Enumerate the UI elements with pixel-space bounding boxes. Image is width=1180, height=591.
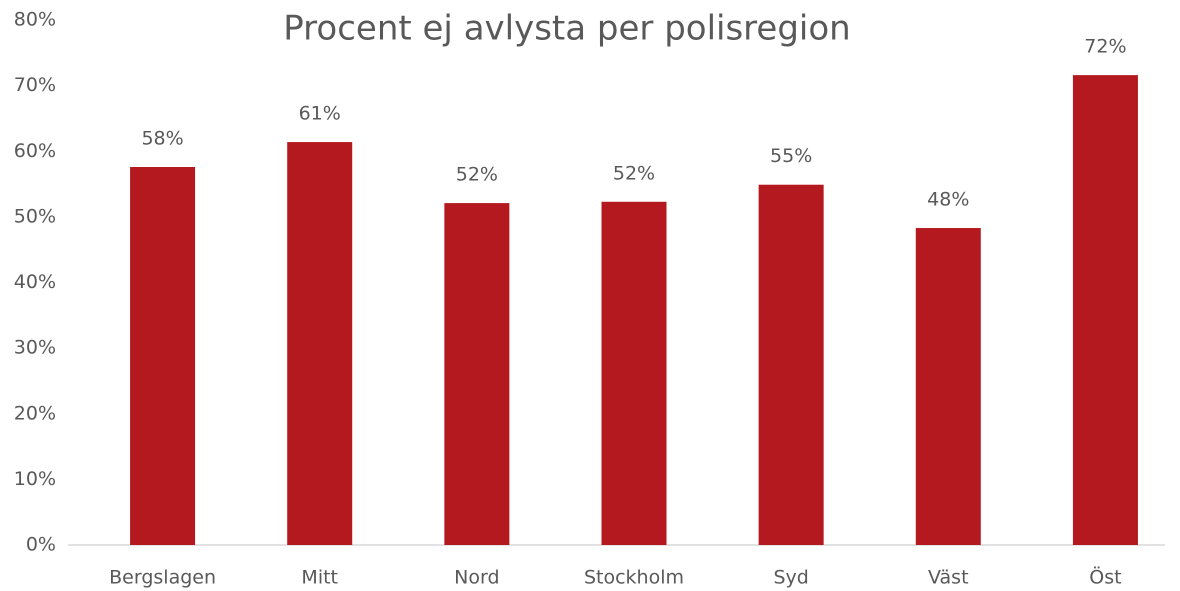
y-tick-label: 0% [26, 534, 56, 556]
data-label: 72% [1084, 36, 1126, 58]
data-label: 48% [927, 189, 969, 211]
x-tick-label: Öst [1089, 566, 1121, 589]
x-tick-label: Stockholm [584, 567, 684, 589]
x-tick-label: Nord [454, 567, 499, 589]
y-tick-label: 50% [14, 205, 56, 227]
bar [130, 167, 196, 545]
bar [758, 184, 824, 545]
bar [1072, 75, 1138, 545]
x-tick-label: Bergslagen [109, 567, 216, 589]
chart-title: Procent ej avlysta per polisregion [283, 9, 850, 49]
y-tick-label: 20% [14, 402, 56, 424]
x-tick-label: Väst [928, 567, 969, 589]
y-tick-label: 10% [14, 468, 56, 490]
y-tick-label: 60% [14, 140, 56, 162]
bar [287, 142, 353, 545]
data-label: 52% [613, 162, 655, 184]
x-tick-label: Mitt [301, 567, 338, 589]
y-tick-label: 40% [14, 271, 56, 293]
y-tick-label: 80% [14, 9, 56, 31]
x-tick-label: Syd [773, 567, 808, 589]
data-label: 52% [456, 164, 498, 186]
bar [915, 228, 981, 545]
data-label: 55% [770, 145, 812, 167]
bar [444, 203, 510, 545]
data-label: 61% [299, 103, 341, 125]
y-tick-label: 30% [14, 337, 56, 359]
y-tick-label: 70% [14, 74, 56, 96]
data-label: 58% [141, 128, 183, 150]
bar [601, 201, 667, 545]
